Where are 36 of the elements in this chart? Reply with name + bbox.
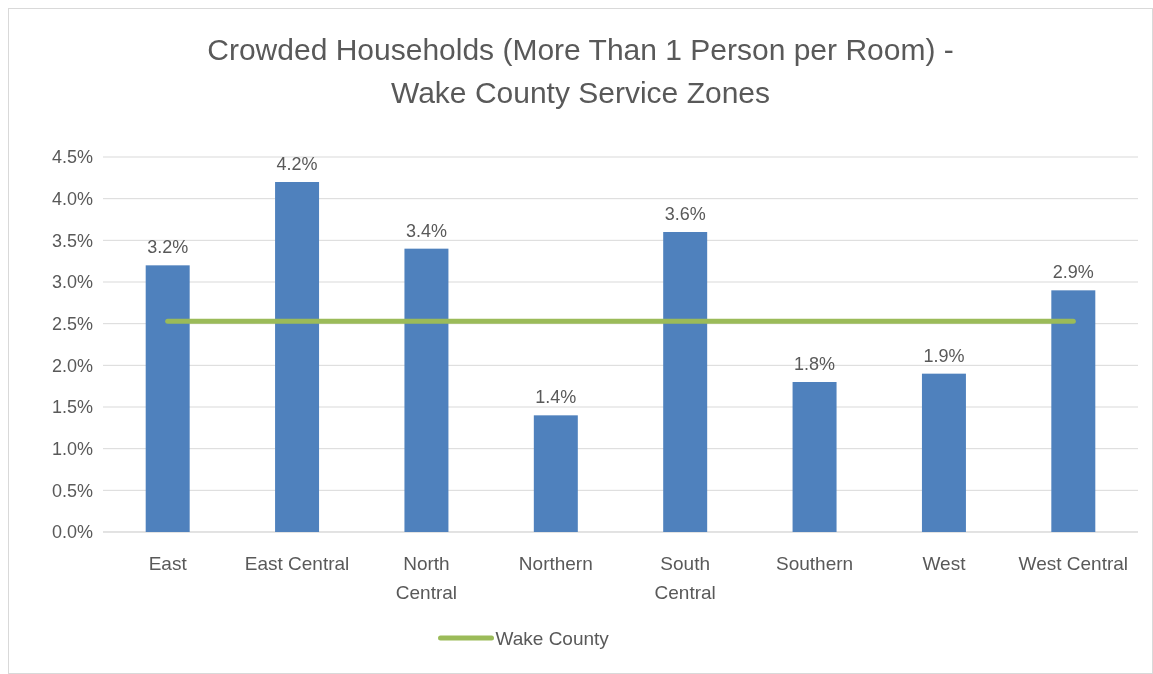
y-tick-label: 4.0%: [51, 188, 93, 209]
data-label: 3.4%: [405, 220, 447, 241]
bar: [533, 415, 578, 532]
bar: [275, 182, 320, 532]
y-tick-label: 0.0%: [51, 522, 93, 543]
y-tick-label: 0.5%: [51, 480, 93, 501]
bar: [921, 373, 966, 532]
x-tick-label: East Central: [244, 553, 350, 574]
y-tick-label: 1.0%: [51, 438, 93, 459]
bar: [1051, 290, 1096, 532]
y-tick-label: 2.5%: [51, 313, 93, 334]
data-label: 2.9%: [1052, 262, 1094, 283]
data-label: 1.9%: [923, 345, 965, 366]
bar: [145, 265, 190, 532]
x-tick-label: Southern: [776, 553, 854, 574]
bar: [404, 248, 449, 532]
data-label: 4.2%: [276, 154, 318, 174]
y-tick-label: 3.5%: [51, 230, 93, 251]
x-tick-label: South Central: [654, 553, 716, 603]
bar: [792, 382, 837, 532]
x-tick-label: West Central: [1018, 553, 1129, 574]
legend-label: Wake County: [495, 627, 610, 649]
data-label: 1.4%: [535, 387, 577, 408]
x-tick-label: East: [148, 553, 188, 574]
y-tick-label: 2.0%: [51, 355, 93, 376]
x-tick-label: West: [922, 553, 967, 574]
y-tick-label: 3.0%: [51, 272, 93, 293]
data-label: 3.6%: [664, 204, 706, 224]
data-label: 1.8%: [794, 354, 836, 374]
chart-title: Crowded Households (More Than 1 Person per Room) - Wake County Service Zones: [207, 33, 954, 109]
y-tick-label: 4.5%: [51, 147, 93, 168]
x-tick-label: North Central: [395, 553, 458, 603]
bar: [663, 232, 708, 532]
x-tick-label: Northern: [518, 553, 593, 574]
y-tick-label: 1.5%: [51, 397, 93, 418]
data-label: 3.2%: [147, 237, 189, 258]
